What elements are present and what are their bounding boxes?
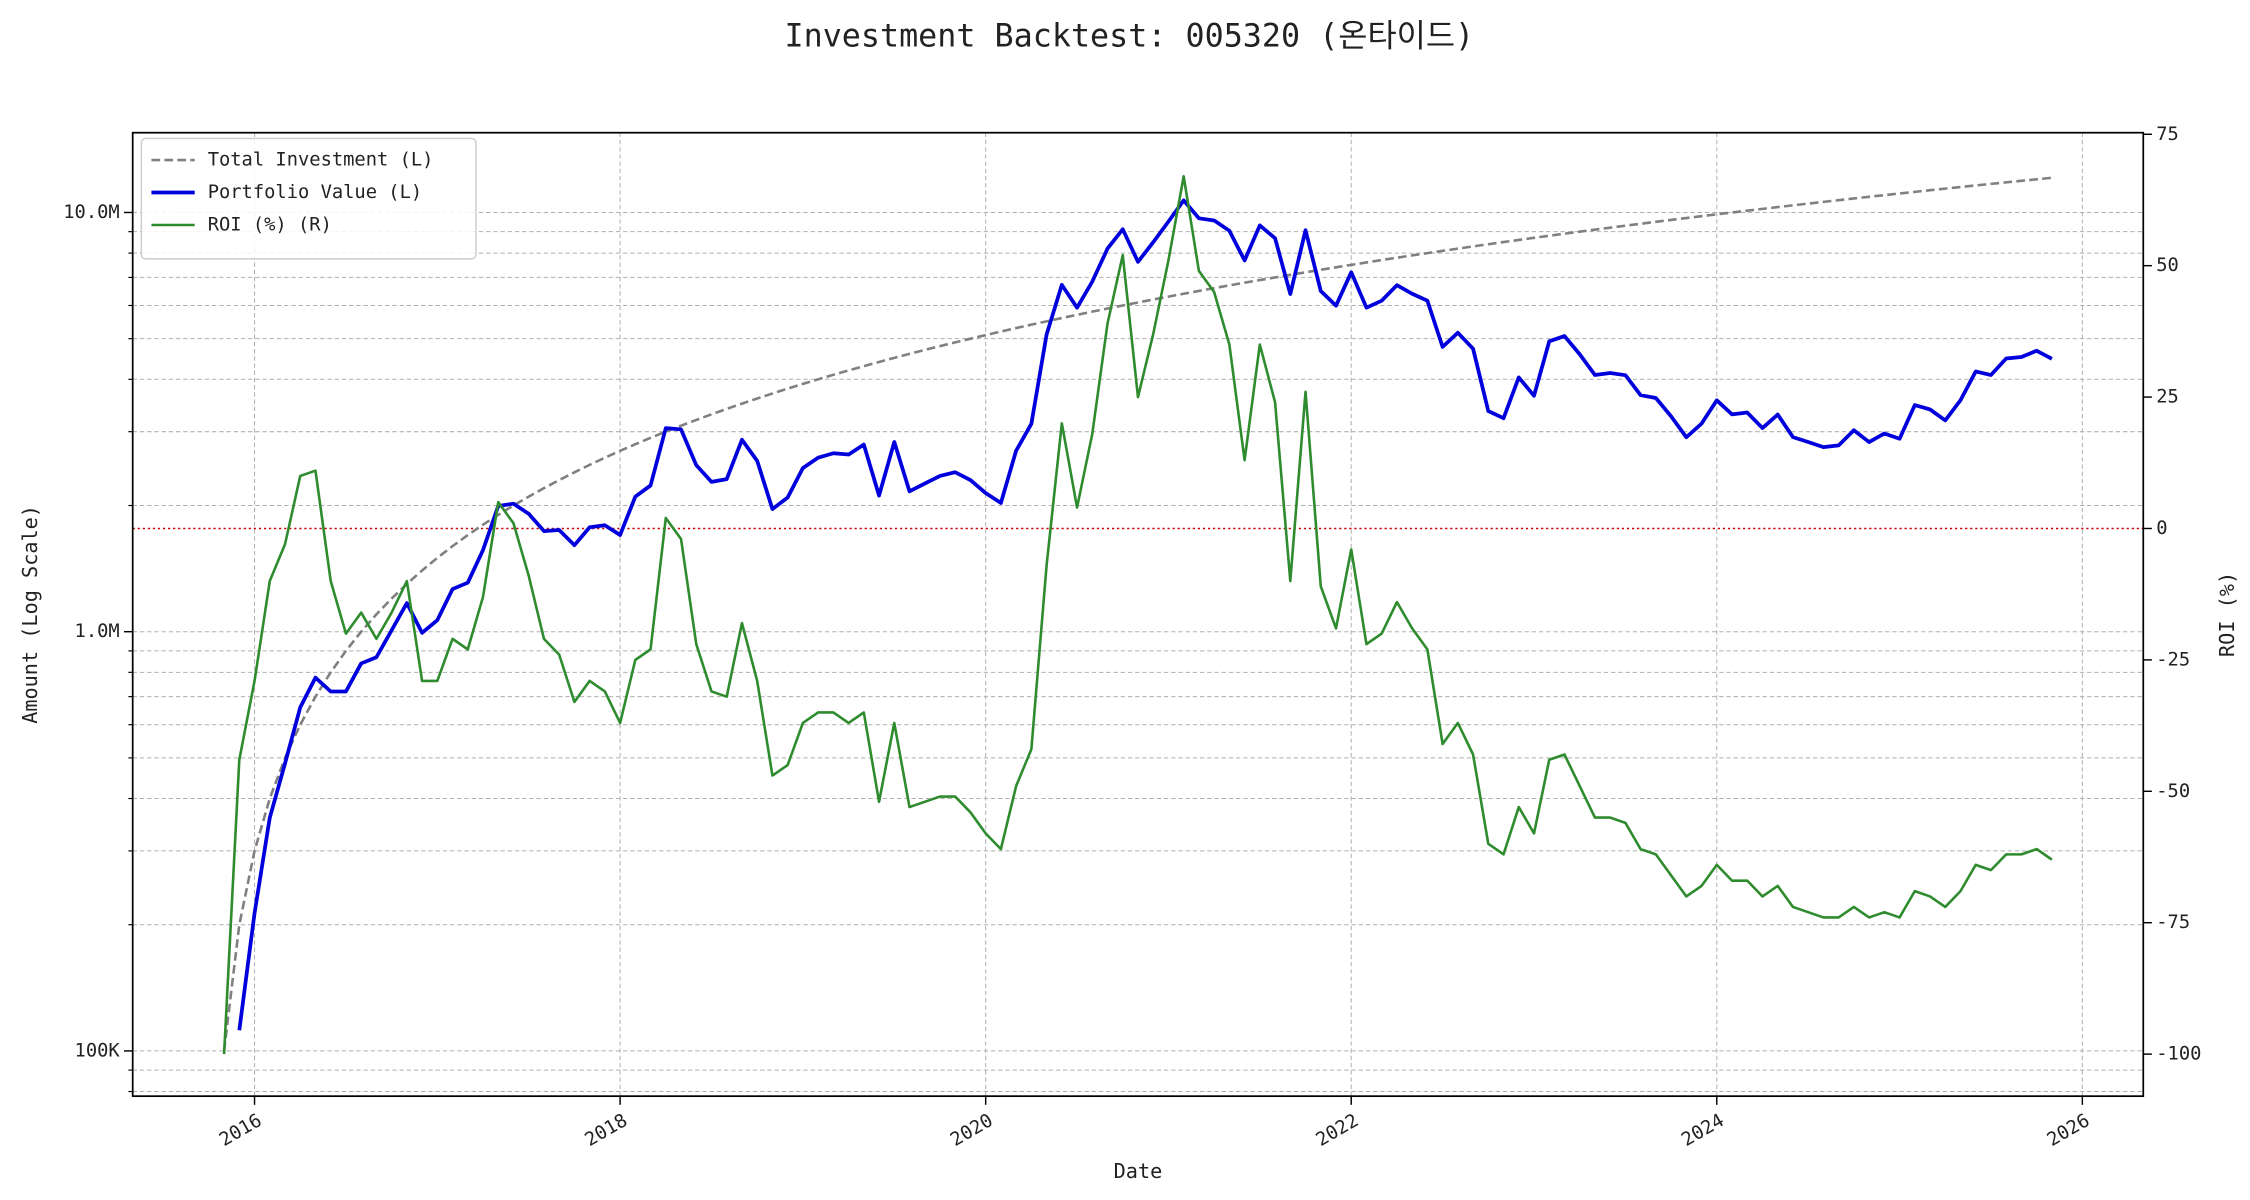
y2-tick-label: 0	[2156, 518, 2167, 539]
y-tick-label: 10.0M	[63, 202, 119, 223]
y2-tick-label: 25	[2156, 387, 2179, 408]
plot-frame	[131, 131, 2145, 1098]
y-axis-label: Amount (Log Scale)	[18, 505, 42, 724]
y-tick-label: 1.0M	[75, 621, 120, 642]
legend-label: Portfolio Value (L)	[208, 182, 422, 203]
y2-tick-label: -25	[2156, 649, 2190, 670]
series-line	[237, 198, 2053, 1031]
y2-tick-label: 50	[2156, 255, 2179, 276]
y2-tick-label: 75	[2156, 124, 2179, 145]
y-tick-label: 100K	[75, 1040, 121, 1061]
legend: Total Investment (L) Portfolio Value (L) R…	[140, 137, 477, 260]
chart-title: Investment Backtest: 005320 (온타이드)	[785, 19, 1475, 55]
legend-label: ROI (%) (R)	[208, 215, 332, 236]
series-line	[222, 175, 2053, 1055]
y2-axis-label: ROI (%)	[2215, 572, 2239, 657]
y2-tick-label: -100	[2156, 1044, 2201, 1065]
x-axis-label: Date	[1114, 1159, 1163, 1183]
legend-box	[140, 137, 477, 260]
legend-label: Total Investment (L)	[208, 150, 434, 171]
y2-tick-label: -50	[2156, 781, 2190, 802]
y2-tick-label: -75	[2156, 912, 2190, 933]
series-line	[222, 176, 2053, 1052]
